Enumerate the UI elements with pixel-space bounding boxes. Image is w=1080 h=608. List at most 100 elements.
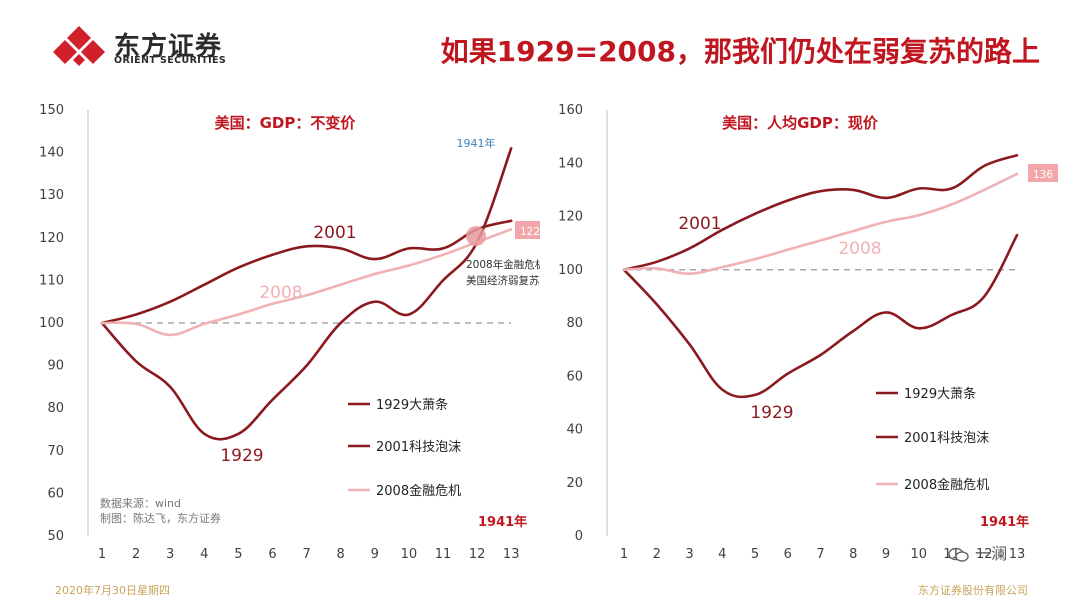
data-point-1929 (918, 327, 920, 329)
logo-text-en: ORIENT SECURITIES (114, 55, 227, 66)
data-point-2001 (983, 165, 985, 167)
end-value-label: 122 (520, 226, 540, 238)
series-line-1929 (100, 147, 513, 441)
source-note: 数据来源：wind (100, 496, 181, 510)
x-tick-label: 8 (337, 547, 345, 562)
series-label-2008: 2008 (838, 239, 881, 259)
logo-text-cn: 东方证券 (114, 32, 223, 62)
y-tick-label: 160 (558, 103, 583, 118)
data-point-2008 (983, 189, 985, 191)
series-line-1929 (622, 233, 1019, 399)
data-point-2008 (1016, 173, 1018, 175)
data-point-1929 (852, 330, 854, 332)
y-tick-label: 40 (566, 423, 583, 438)
data-point-2001 (787, 199, 789, 201)
x-tick-label: 10 (401, 547, 418, 562)
x-tick-label: 4 (200, 547, 208, 562)
series-line-2001 (100, 219, 513, 325)
y-tick-label: 60 (47, 486, 64, 501)
peak-year-label: 1941年 (457, 136, 496, 150)
data-point-2008 (754, 258, 756, 260)
footer-date: 2020年7月30日星期四 (55, 584, 170, 597)
y-tick-label: 90 (47, 359, 64, 374)
x-tick-label: 6 (268, 547, 276, 562)
x-tick-label: 5 (234, 547, 242, 562)
highlight-circle (466, 226, 486, 246)
data-point-2008 (688, 273, 690, 275)
y-tick-label: 110 (39, 273, 64, 288)
series-label-2008: 2008 (259, 283, 302, 303)
series-line-2008 (100, 228, 513, 337)
wechat-icon (948, 547, 969, 562)
data-point-1929 (656, 303, 658, 305)
data-point-2001 (754, 213, 756, 215)
data-point-2008 (918, 214, 920, 216)
y-tick-label: 60 (566, 369, 583, 384)
data-point-1929 (819, 354, 821, 356)
x-tick-label: 2 (653, 547, 661, 562)
footer-company: 东方证券股份有限公司 (918, 584, 1028, 597)
legend-label-1929: 1929大萧条 (376, 397, 448, 413)
year-label-1941: 1941年 (980, 514, 1029, 530)
y-tick-label: 50 (47, 529, 64, 544)
x-tick-label: 10 (910, 547, 927, 562)
chart-title: 美国：GDP：不变价 (215, 114, 357, 132)
x-tick-label: 13 (503, 547, 520, 562)
source-note: 制图：陈达飞，东方证券 (100, 511, 221, 525)
data-point-1929 (688, 343, 690, 345)
company-logo: 东方证券 ORIENT SECURITIES (52, 24, 252, 68)
data-point-2008 (787, 249, 789, 251)
data-point-2001 (950, 187, 952, 189)
chart-title: 美国：人均GDP：现价 (722, 114, 879, 132)
y-tick-label: 130 (39, 188, 64, 203)
series-label-2001: 2001 (313, 223, 356, 243)
y-tick-label: 80 (566, 316, 583, 331)
x-tick-label: 9 (371, 547, 379, 562)
data-point-2008 (819, 239, 821, 241)
x-tick-label: 11 (435, 547, 452, 562)
y-tick-label: 140 (558, 156, 583, 171)
x-tick-label: 3 (685, 547, 693, 562)
series-line-2008 (622, 172, 1019, 276)
data-point-2008 (852, 230, 854, 232)
data-point-1929 (950, 314, 952, 316)
data-point-1929 (1016, 234, 1018, 236)
data-point-2008 (721, 266, 723, 268)
data-point-1929 (885, 311, 887, 313)
legend-label-2008: 2008金融危机 (376, 483, 461, 499)
y-tick-label: 100 (39, 316, 64, 331)
y-tick-label: 80 (47, 401, 64, 416)
x-tick-label: 1 (620, 547, 628, 562)
x-tick-label: 2 (132, 547, 140, 562)
data-point-1929 (721, 388, 723, 390)
end-value-box (1028, 164, 1058, 182)
end-value-box (515, 221, 540, 239)
end-value-label: 136 (1033, 169, 1053, 181)
x-tick-label: 13 (1009, 547, 1026, 562)
data-point-1929 (754, 394, 756, 396)
x-tick-label: 3 (166, 547, 174, 562)
annotation-text: 2008年金融危机后 (466, 258, 540, 271)
data-point-2008 (885, 221, 887, 223)
x-tick-label: 12 (976, 547, 993, 562)
data-point-2008 (656, 267, 658, 269)
data-point-2001 (656, 261, 658, 263)
x-tick-label: 1 (98, 547, 106, 562)
y-tick-label: 20 (566, 476, 583, 491)
x-tick-label: 6 (784, 547, 792, 562)
data-point-2008 (623, 269, 625, 271)
series-label-1929: 1929 (220, 446, 263, 466)
x-tick-label: 8 (849, 547, 857, 562)
x-tick-label: 7 (302, 547, 310, 562)
annotation-text: 美国经济弱复苏 (466, 274, 540, 287)
legend-label-2008: 2008金融危机 (904, 477, 989, 493)
y-tick-label: 120 (39, 231, 64, 246)
x-tick-label: 5 (751, 547, 759, 562)
series-label-1929: 1929 (750, 403, 793, 423)
orient-logo-icon (53, 26, 105, 66)
wechat-watermark: 一澜 (948, 540, 1007, 564)
y-tick-label: 0 (575, 529, 583, 544)
data-point-2001 (852, 189, 854, 191)
